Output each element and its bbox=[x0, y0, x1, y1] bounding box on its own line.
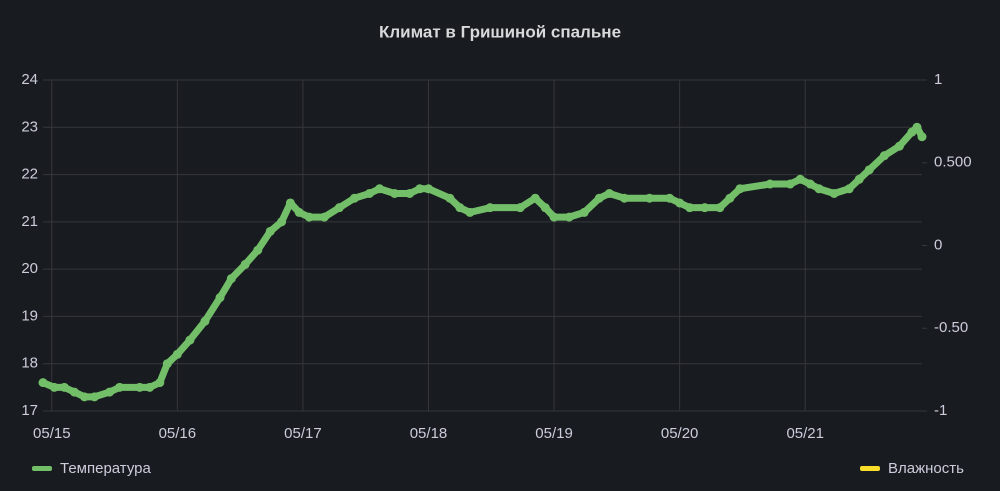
y-tick-label: 20 bbox=[21, 260, 38, 277]
data-point bbox=[515, 203, 525, 213]
legend-swatch bbox=[860, 466, 880, 471]
data-point bbox=[215, 293, 225, 303]
data-point bbox=[105, 387, 115, 397]
data-point bbox=[645, 193, 655, 203]
y-tick-label: 22 bbox=[21, 166, 38, 183]
data-point bbox=[604, 188, 614, 198]
data-point bbox=[145, 382, 155, 392]
data-point bbox=[415, 184, 425, 194]
data-point bbox=[155, 378, 165, 388]
data-point bbox=[735, 184, 745, 194]
data-point bbox=[79, 392, 89, 402]
data-point bbox=[69, 387, 79, 397]
data-point bbox=[814, 184, 824, 194]
data-point bbox=[854, 174, 864, 184]
data-point bbox=[185, 335, 195, 345]
data-point bbox=[200, 316, 210, 326]
data-point bbox=[59, 382, 69, 392]
x-tick-label: 05/20 bbox=[661, 425, 699, 442]
data-point bbox=[465, 207, 475, 217]
legend-swatch bbox=[32, 466, 52, 471]
data-point bbox=[665, 193, 675, 203]
y-tick-label: 19 bbox=[21, 307, 38, 324]
data-point bbox=[785, 179, 795, 189]
data-point bbox=[226, 274, 236, 284]
y2-tick-label: 1 bbox=[934, 71, 942, 88]
data-point bbox=[253, 245, 263, 255]
data-point bbox=[364, 188, 374, 198]
y-tick-label: 17 bbox=[21, 402, 38, 419]
data-point bbox=[549, 212, 559, 222]
data-point bbox=[675, 198, 685, 208]
x-tick-label: 05/21 bbox=[786, 425, 824, 442]
x-tick-label: 05/17 bbox=[284, 425, 322, 442]
data-point bbox=[795, 174, 805, 184]
y2-tick-label: 0 bbox=[934, 236, 942, 253]
data-point bbox=[265, 226, 275, 236]
data-point bbox=[390, 188, 400, 198]
data-point bbox=[725, 193, 735, 203]
data-point bbox=[594, 193, 604, 203]
x-tick-label: 05/19 bbox=[535, 425, 573, 442]
data-point bbox=[334, 203, 344, 213]
data-point bbox=[455, 203, 465, 213]
data-point bbox=[530, 193, 540, 203]
y-tick-label: 21 bbox=[21, 213, 38, 230]
y-tick-label: 24 bbox=[21, 71, 38, 88]
data-point bbox=[879, 151, 889, 161]
data-point bbox=[445, 193, 455, 203]
data-point bbox=[375, 184, 385, 194]
data-point bbox=[805, 179, 815, 189]
data-point bbox=[685, 203, 695, 213]
data-point bbox=[135, 382, 145, 392]
data-point bbox=[277, 217, 287, 227]
data-point bbox=[844, 184, 854, 194]
data-point bbox=[89, 392, 99, 402]
chart-title: Климат в Гришиной спальне bbox=[379, 22, 621, 41]
data-point bbox=[864, 165, 874, 175]
data-point bbox=[319, 212, 329, 222]
data-point bbox=[162, 359, 172, 369]
data-point bbox=[349, 193, 359, 203]
data-point bbox=[424, 184, 434, 194]
y2-tick-label: -0.50 bbox=[934, 319, 968, 336]
data-point bbox=[294, 207, 304, 217]
data-point bbox=[172, 349, 182, 359]
data-point bbox=[304, 212, 314, 222]
data-point bbox=[715, 203, 725, 213]
x-tick-label: 05/16 bbox=[159, 425, 197, 442]
data-point bbox=[829, 188, 839, 198]
y2-tick-label: -1 bbox=[934, 402, 947, 419]
x-tick-label: 05/18 bbox=[410, 425, 448, 442]
data-point bbox=[285, 198, 295, 208]
data-point bbox=[38, 378, 48, 388]
y-tick-label: 23 bbox=[21, 118, 38, 135]
data-point bbox=[485, 203, 495, 213]
x-tick-label: 05/15 bbox=[33, 425, 71, 442]
data-point bbox=[579, 207, 589, 217]
data-point bbox=[700, 203, 710, 213]
data-point bbox=[115, 382, 125, 392]
data-point bbox=[240, 259, 250, 269]
data-point bbox=[564, 212, 574, 222]
data-point bbox=[917, 132, 927, 142]
y-tick-label: 18 bbox=[21, 355, 38, 372]
legend-label: Влажность bbox=[888, 460, 964, 477]
data-point bbox=[765, 179, 775, 189]
y2-tick-label: 0.500 bbox=[934, 154, 972, 171]
data-point bbox=[894, 141, 904, 151]
legend-label: Температура bbox=[60, 460, 152, 477]
data-point bbox=[540, 203, 550, 213]
data-point bbox=[912, 122, 922, 132]
data-point bbox=[49, 382, 59, 392]
data-point bbox=[619, 193, 629, 203]
data-point bbox=[405, 188, 415, 198]
